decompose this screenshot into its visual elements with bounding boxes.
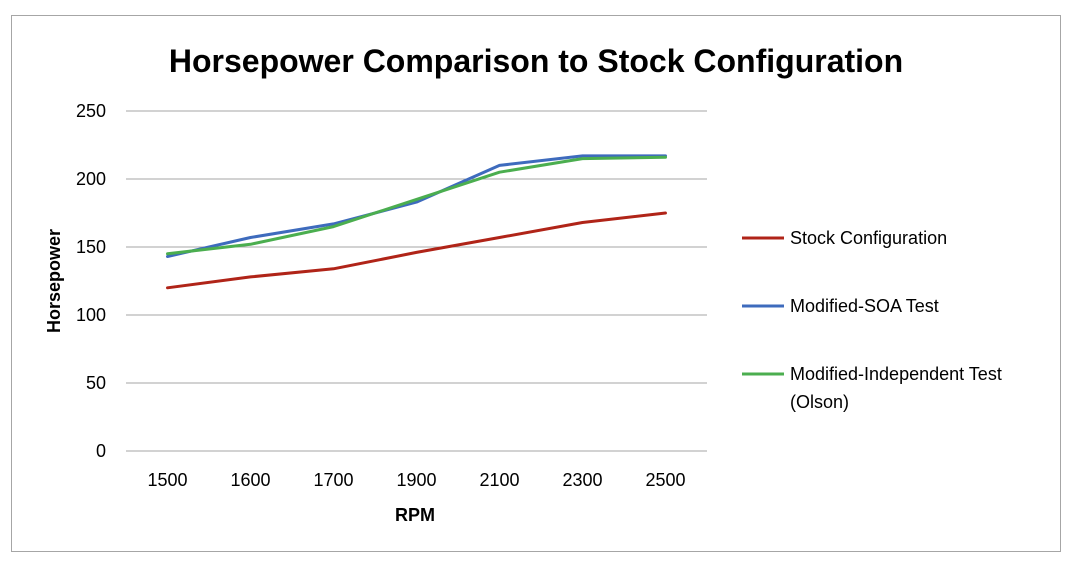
legend: Stock Configuration Modified-SOA Test Modi… (742, 228, 1002, 412)
y-tick-label: 0 (96, 441, 106, 461)
x-tick-label: 1900 (396, 470, 436, 490)
x-tick-label: 1600 (230, 470, 270, 490)
y-axis-label: Horsepower (44, 229, 64, 333)
legend-label-2: Modified-Independent Test (Olson) (790, 364, 1002, 412)
series-line-1 (166, 154, 667, 258)
x-tick-label: 2100 (479, 470, 519, 490)
y-tick-label: 250 (76, 101, 106, 121)
series-line-0 (166, 211, 667, 290)
x-tick-labels: 1500 1600 1700 1900 2100 2300 2500 (147, 470, 685, 490)
y-tick-label: 50 (86, 373, 106, 393)
x-tick-label: 1700 (313, 470, 353, 490)
y-tick-label: 200 (76, 169, 106, 189)
x-tick-label: 2500 (645, 470, 685, 490)
chart-title: Horsepower Comparison to Stock Configura… (169, 43, 903, 79)
gridlines (126, 110, 707, 452)
y-tick-labels: 0 50 100 150 200 250 (76, 101, 106, 461)
y-tick-label: 100 (76, 305, 106, 325)
series-lines (166, 154, 667, 290)
x-tick-label: 2300 (562, 470, 602, 490)
x-tick-label: 1500 (147, 470, 187, 490)
series-line-2 (166, 155, 667, 256)
legend-label-0: Stock Configuration (790, 228, 947, 248)
chart-frame (11, 15, 1061, 552)
legend-label-1: Modified-SOA Test (790, 296, 939, 316)
x-axis-label: RPM (395, 505, 435, 525)
y-tick-label: 150 (76, 237, 106, 257)
